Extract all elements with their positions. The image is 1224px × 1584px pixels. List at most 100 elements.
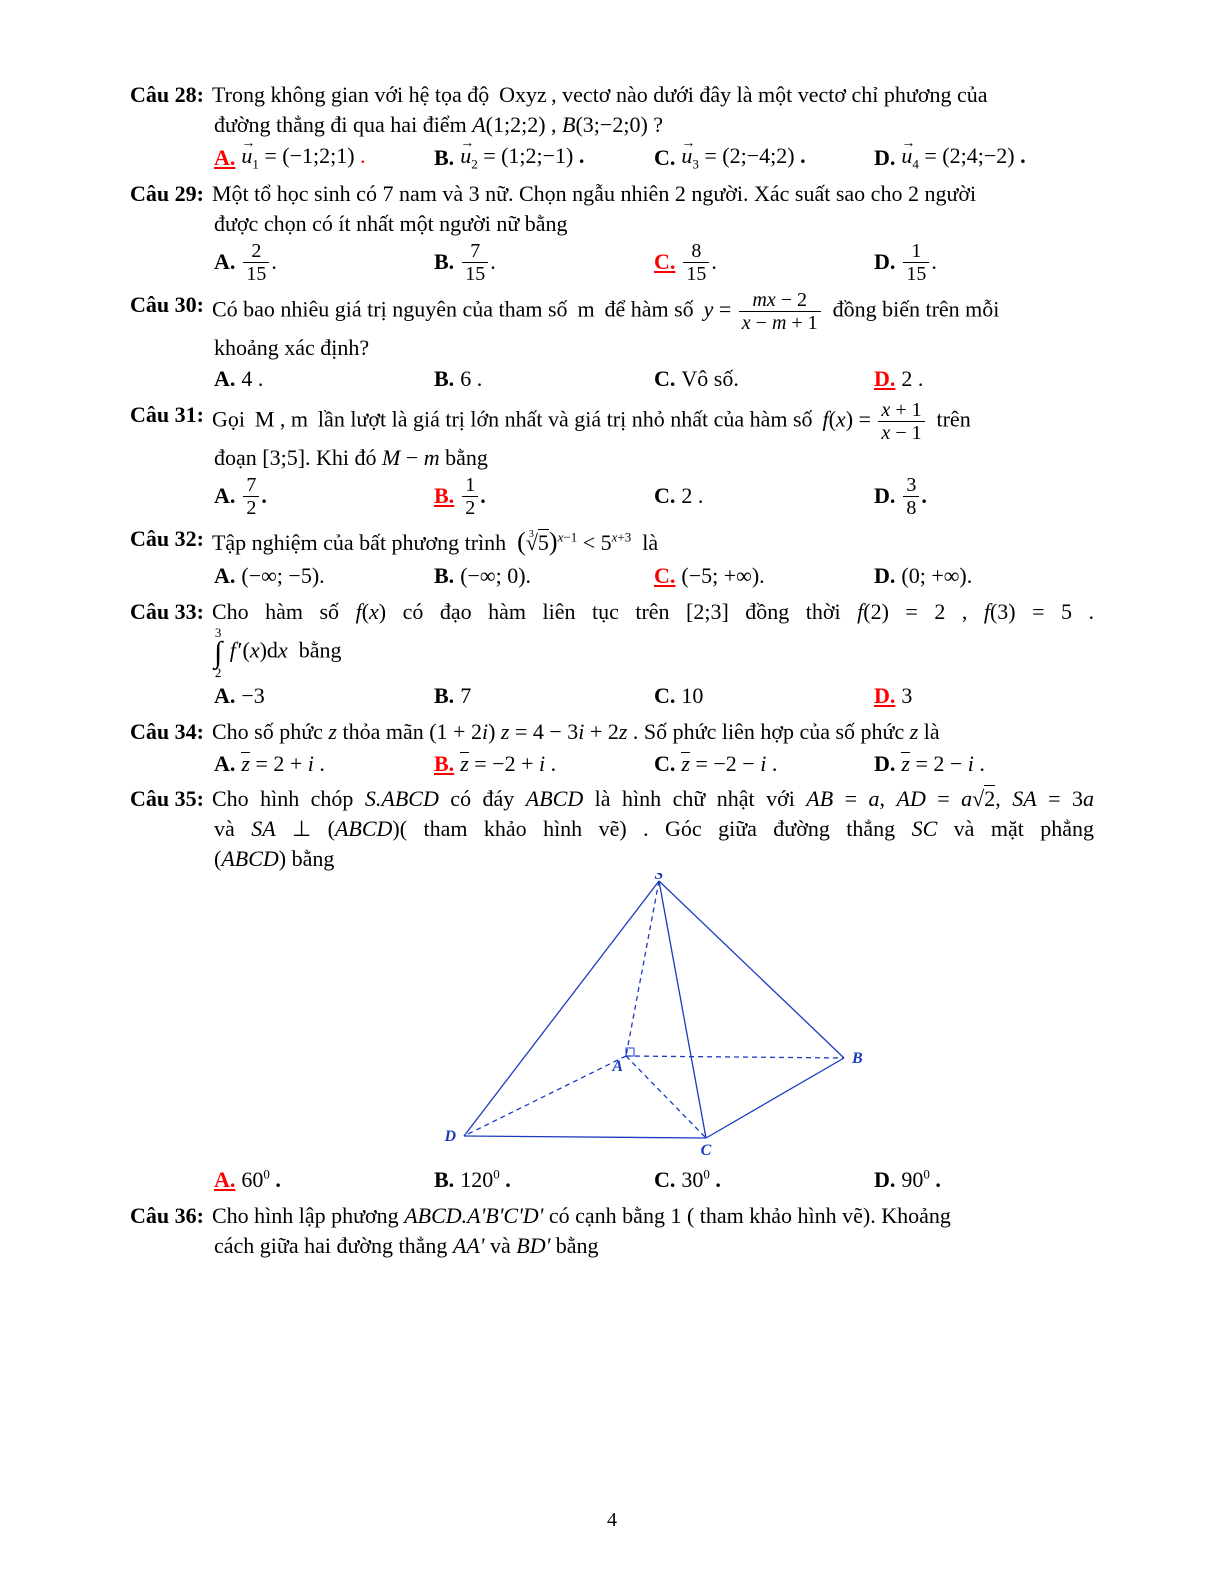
q28-D-val: →u4 = (2;4;−2) . bbox=[901, 141, 1025, 173]
q36-number: Câu 36: bbox=[130, 1201, 204, 1231]
q35-choice-A: A.600 . bbox=[214, 1165, 434, 1195]
q29-D-den: 15 bbox=[903, 263, 929, 284]
q28-A-val: →u1 = (−1;2;1) . bbox=[241, 141, 365, 173]
q33-choice-B: B.7 bbox=[434, 681, 654, 711]
letter-A: A. bbox=[214, 681, 235, 711]
letter-B: B. bbox=[434, 247, 454, 277]
int-lower: 2 bbox=[214, 666, 222, 679]
q30-choice-C: C.Vô số. bbox=[654, 364, 874, 394]
dot: . bbox=[711, 247, 717, 277]
q34-number: Câu 34: bbox=[130, 717, 204, 747]
dot: . bbox=[480, 481, 486, 511]
q31-number: Câu 31: bbox=[130, 400, 204, 430]
q28-choice-B: B. →u2 = (1;2;−1) . bbox=[434, 141, 654, 173]
q28-line2: đường thẳng đi qua hai điểm A(1;2;2) , B… bbox=[214, 110, 1094, 140]
q35-B-val: 1200 . bbox=[460, 1165, 511, 1195]
q35-A-val: 600 . bbox=[241, 1165, 281, 1195]
question-36: Câu 36: Cho hình lập phương ABCD.A'B'C'D… bbox=[130, 1201, 1094, 1260]
exam-page: Câu 28: Trong không gian với hệ tọa độ O… bbox=[0, 0, 1224, 1584]
dot: . bbox=[271, 247, 277, 277]
q29-A-den: 15 bbox=[243, 263, 269, 284]
q32-A-val: (−∞; −5). bbox=[241, 561, 324, 591]
q28-number: Câu 28: bbox=[130, 80, 204, 110]
svg-text:A: A bbox=[611, 1058, 623, 1075]
pyramid-svg: S A B C D bbox=[404, 873, 904, 1163]
q30-choice-B: B.6 . bbox=[434, 364, 654, 394]
q34-text: Cho số phức z thỏa mãn (1 + 2i) z = 4 − … bbox=[212, 717, 940, 747]
q31-A-num: 7 bbox=[243, 475, 259, 497]
q29-text: Một tổ học sinh có 7 nam và 3 nữ. Chọn n… bbox=[212, 179, 976, 209]
q31-C-val: 2 . bbox=[681, 481, 703, 511]
q30-text-a: Có bao nhiêu giá trị nguyên của tham số … bbox=[212, 296, 704, 321]
letter-D: D. bbox=[874, 681, 895, 711]
q34-B-val: z = −2 + i . bbox=[460, 749, 556, 779]
q33-B-val: 7 bbox=[460, 681, 471, 711]
q35-number: Câu 35: bbox=[130, 784, 204, 814]
question-29: Câu 29: Một tổ học sinh có 7 nam và 3 nữ… bbox=[130, 179, 1094, 283]
page-number: 4 bbox=[0, 1507, 1224, 1534]
letter-C: C. bbox=[654, 681, 675, 711]
q31-D-den: 8 bbox=[903, 497, 919, 518]
q33-C-val: 10 bbox=[681, 681, 703, 711]
q29-number: Câu 29: bbox=[130, 179, 204, 209]
q29-B-num: 7 bbox=[462, 241, 488, 263]
q34-C-val: z = −2 − i . bbox=[681, 749, 777, 779]
q33-choice-C: C.10 bbox=[654, 681, 874, 711]
q30-C-val: Vô số. bbox=[681, 364, 738, 394]
svg-text:S: S bbox=[655, 873, 664, 883]
letter-B: B. bbox=[434, 481, 454, 511]
letter-B: B. bbox=[434, 681, 454, 711]
letter-D: D. bbox=[874, 143, 895, 173]
letter-C: C. bbox=[654, 481, 675, 511]
q35-line3: (ABCD) bằng bbox=[214, 844, 1094, 874]
q30-B-val: 6 . bbox=[460, 364, 482, 394]
letter-A: A. bbox=[214, 364, 235, 394]
question-32: Câu 32: Tập nghiệm của bất phương trình … bbox=[130, 524, 1094, 591]
q31-B-num: 1 bbox=[462, 475, 478, 497]
letter-C: C. bbox=[654, 364, 675, 394]
letter-A: A. bbox=[214, 143, 235, 173]
q28-text: Trong không gian với hệ tọa độ Oxyz , ve… bbox=[212, 80, 988, 110]
q31-text-b: trên bbox=[927, 407, 971, 432]
q32-choice-A: A.(−∞; −5). bbox=[214, 561, 434, 591]
q35-D-val: 900 . bbox=[901, 1165, 941, 1195]
letter-A: A. bbox=[214, 247, 235, 277]
q31-choice-B: B. 12. bbox=[434, 475, 654, 518]
letter-C: C. bbox=[654, 247, 675, 277]
q34-choice-D: D.z = 2 − i . bbox=[874, 749, 1094, 779]
q32-choice-D: D.(0; +∞). bbox=[874, 561, 1094, 591]
q29-choice-A: A. 215. bbox=[214, 241, 434, 284]
letter-A: A. bbox=[214, 481, 235, 511]
q36-line2: cách giữa hai đường thẳng AA' và BD' bằn… bbox=[214, 1231, 1094, 1261]
q28-B-val: →u2 = (1;2;−1) . bbox=[460, 141, 584, 173]
letter-A: A. bbox=[214, 749, 235, 779]
q28-choice-C: C. →u3 = (2;−4;2) . bbox=[654, 141, 874, 173]
q29-D-num: 1 bbox=[903, 241, 929, 263]
q33-D-val: 3 bbox=[901, 681, 912, 711]
q29-line2: được chọn có ít nhất một người nữ bằng bbox=[214, 209, 1094, 239]
svg-text:B: B bbox=[851, 1050, 863, 1067]
q28-choice-A: A. →u1 = (−1;2;1) . bbox=[214, 141, 434, 173]
q35-C-val: 300 . bbox=[681, 1165, 721, 1195]
q32-number: Câu 32: bbox=[130, 524, 204, 554]
q30-line2: khoảng xác định? bbox=[214, 333, 1094, 363]
question-35: Câu 35: Cho hình chóp S.ABCD có đáy ABCD… bbox=[130, 784, 1094, 1195]
q32-text: Tập nghiệm của bất phương trình (3√5)x−1… bbox=[212, 524, 658, 559]
q32-D-val: (0; +∞). bbox=[901, 561, 972, 591]
question-34: Câu 34: Cho số phức z thỏa mãn (1 + 2i) … bbox=[130, 717, 1094, 778]
q30-number: Câu 30: bbox=[130, 290, 204, 320]
q29-C-den: 15 bbox=[683, 263, 709, 284]
question-28: Câu 28: Trong không gian với hệ tọa độ O… bbox=[130, 80, 1094, 173]
q30-choice-D: D.2 . bbox=[874, 364, 1094, 394]
letter-D: D. bbox=[874, 1165, 895, 1195]
q33-A-val: −3 bbox=[241, 681, 264, 711]
letter-D: D. bbox=[874, 247, 895, 277]
letter-D: D. bbox=[874, 364, 895, 394]
q33-text: Cho hàm số f(x) có đạo hàm liên tục trên… bbox=[212, 597, 1094, 627]
dot: . bbox=[261, 481, 267, 511]
q35-choice-D: D.900 . bbox=[874, 1165, 1094, 1195]
q28-C-val: →u3 = (2;−4;2) . bbox=[681, 141, 805, 173]
letter-C: C. bbox=[654, 143, 675, 173]
question-30: Câu 30: Có bao nhiêu giá trị nguyên của … bbox=[130, 290, 1094, 394]
letter-B: B. bbox=[434, 749, 454, 779]
